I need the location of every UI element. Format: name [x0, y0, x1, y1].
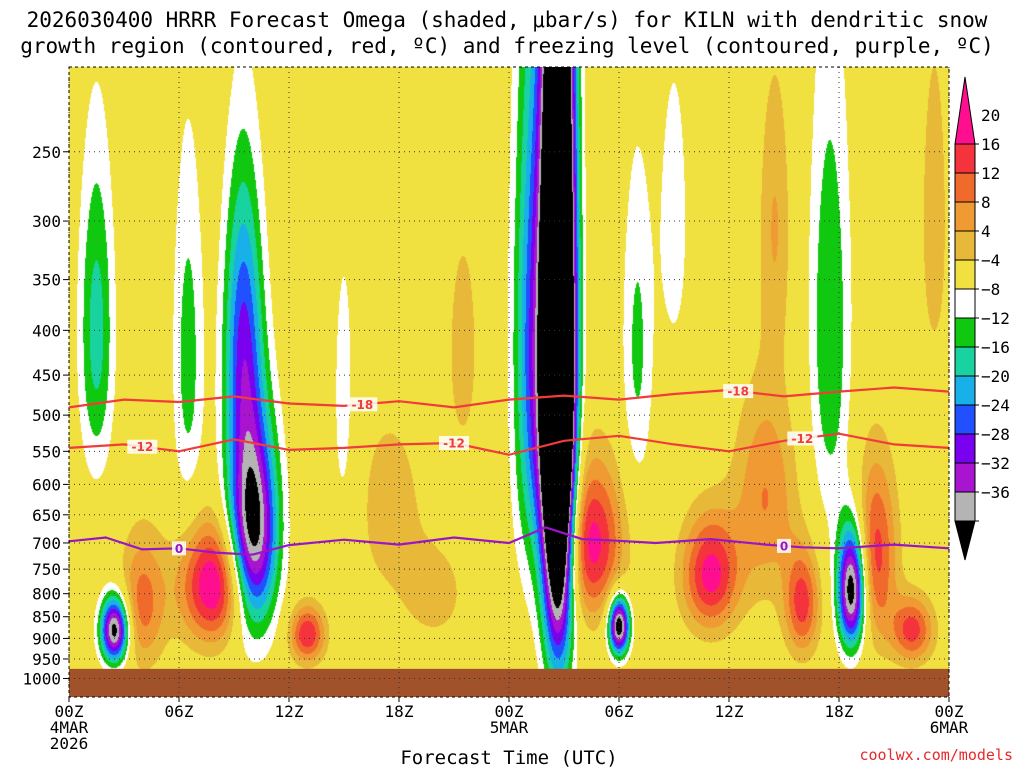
contour-label-bg	[787, 431, 818, 446]
x-tick-label: 00Z	[495, 702, 524, 721]
plot-area: -18 -18 -12 -12 -12 0 0	[68, 66, 950, 698]
colorbar-swatch	[954, 230, 976, 261]
y-tick-label: 750	[32, 560, 61, 579]
y-tick-label: 650	[32, 506, 61, 525]
colorbar-label: 4	[981, 222, 991, 241]
colorbar-swatch	[954, 375, 976, 406]
colorbar-label: −8	[981, 280, 1000, 299]
colorbar-swatch	[954, 462, 976, 493]
chart-title-line2: growth region (contoured, red, ºC) and f…	[20, 34, 994, 58]
x-axis-label: Forecast Time (UTC)	[400, 747, 617, 768]
credit-link[interactable]: coolwx.com/models	[859, 746, 1013, 764]
colorbar-swatch	[954, 491, 976, 522]
contour-label-bg	[347, 397, 378, 412]
colorbar-label: −28	[981, 425, 1010, 444]
chart-title-line1: 2026030400 HRRR Forecast Omega (shaded, …	[27, 8, 988, 32]
contour-label-dgz-minus12: -12	[443, 436, 465, 450]
y-tick-label: 700	[32, 534, 61, 553]
y-tick-label: 900	[32, 629, 61, 648]
colorbar-label: 12	[981, 164, 1000, 183]
x-tick-label: 06Z	[165, 702, 194, 721]
colorbar: 20 16 12 8 4 −4 −8 −12 −16 −20 −24 −28 −32 −36	[954, 76, 1010, 561]
colorbar-swatch	[954, 201, 976, 232]
x-tick-label: 00Z	[55, 702, 84, 721]
y-tick-label: 300	[32, 212, 61, 231]
x-tick-label: 18Z	[385, 702, 414, 721]
colorbar-label: 16	[981, 135, 1000, 154]
colorbar-swatch	[954, 520, 976, 561]
contour-label-bg	[439, 435, 469, 450]
colorbar-label: −12	[981, 309, 1010, 328]
y-tick-label: 450	[32, 366, 61, 385]
y-tick-label: 250	[32, 143, 61, 162]
x-tick-label: 2026	[50, 734, 89, 753]
colorbar-label: −32	[981, 454, 1010, 473]
colorbar-swatch	[954, 76, 976, 145]
contour-label-freezing-level: 0	[175, 542, 183, 556]
x-tick-label: 6MAR	[930, 718, 969, 737]
colorbar-swatch	[954, 288, 976, 319]
y-tick-label: 950	[32, 650, 61, 669]
colorbar-swatch	[954, 143, 976, 174]
colorbar-label: 8	[981, 193, 991, 212]
colorbar-label: 20	[981, 106, 1000, 125]
contour-label-dgz-minus12: -12	[791, 432, 813, 446]
contour-label-dgz-minus18: -18	[351, 398, 373, 412]
contour-label-bg	[127, 439, 158, 454]
colorbar-swatch	[954, 172, 976, 203]
contour-dgz-minus18	[68, 386, 950, 409]
contour-label-bg	[777, 538, 791, 553]
y-tick-label: 400	[32, 321, 61, 340]
x-tick-label: 00Z	[935, 702, 964, 721]
colorbar-swatch	[954, 404, 976, 435]
contour-label-dgz-minus18: -18	[727, 385, 749, 399]
y-axis-pressure: 250 300 350 400 450 500 550 600 650 700 750 800 850 9…	[22, 143, 69, 688]
y-tick-label: 850	[32, 608, 61, 627]
colorbar-label: −24	[981, 396, 1010, 415]
y-tick-label: 800	[32, 585, 61, 604]
colorbar-label: −36	[981, 483, 1010, 502]
x-tick-label: 12Z	[275, 702, 304, 721]
x-tick-label: 06Z	[605, 702, 634, 721]
colorbar-label: −20	[981, 367, 1010, 386]
contour-label-bg	[172, 541, 186, 556]
colorbar-swatch	[954, 317, 976, 348]
y-tick-label: 550	[32, 442, 61, 461]
colorbar-swatch	[954, 346, 976, 377]
x-tick-label: 5MAR	[490, 718, 529, 737]
contour-label-freezing-level: 0	[780, 539, 788, 553]
colorbar-label: −16	[981, 338, 1010, 357]
colorbar-swatch	[954, 259, 976, 290]
colorbar-label: −4	[981, 251, 1000, 270]
y-tick-label: 500	[32, 406, 61, 425]
y-tick-label: 350	[32, 271, 61, 290]
y-tick-label: 600	[32, 475, 61, 494]
x-tick-label: 18Z	[825, 702, 854, 721]
y-tick-label: 1000	[22, 669, 61, 688]
x-tick-label: 12Z	[715, 702, 744, 721]
x-tick-label: 4MAR	[50, 718, 89, 737]
colorbar-swatch	[954, 433, 976, 464]
contour-label-dgz-minus12: -12	[131, 440, 153, 454]
contour-label-bg	[723, 384, 754, 399]
